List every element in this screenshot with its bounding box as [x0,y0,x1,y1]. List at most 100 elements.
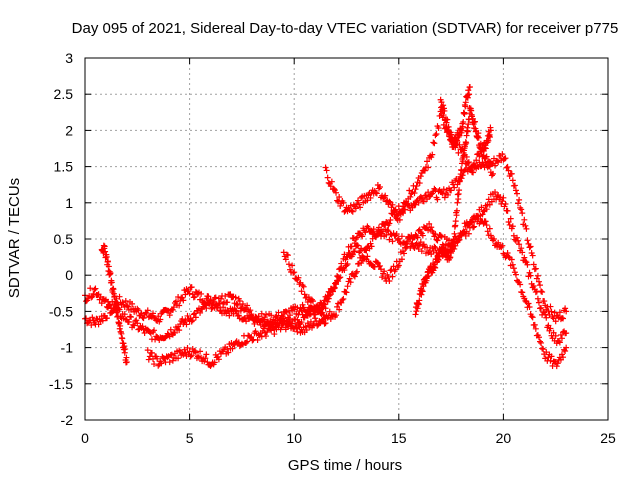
data-point [489,170,496,177]
data-point [329,288,336,295]
data-point [412,186,419,193]
data-point [472,163,479,170]
data-point [383,231,390,238]
data-point [420,283,427,290]
data-point [412,201,419,208]
data-point [308,296,315,303]
data-point [282,326,289,333]
data-point [539,288,546,295]
data-point [425,164,432,171]
data-point [381,268,388,275]
data-point [182,349,189,356]
data-point [364,197,371,204]
data-point [526,244,533,251]
data-point [359,252,366,259]
data-point [471,160,478,167]
data-point [522,297,529,304]
data-point [155,362,162,369]
data-point [224,307,231,314]
data-point [449,245,456,252]
y-tick-label: 3 [65,50,73,66]
data-point [397,211,404,218]
data-point [362,229,369,236]
axis-ticks: 0 5 10 15 20 25 -2 -1.5 -1 -0.5 0 0.5 1 1.5 2 2.5 3 [49,50,616,446]
data-point [148,349,155,356]
data-point [134,320,141,327]
grid-lines [85,58,608,420]
data-point [463,140,470,147]
data-point [294,304,301,311]
data-point [275,309,282,316]
data-point [464,128,471,135]
data-point [337,274,344,281]
data-point [131,322,138,329]
data-point [338,299,345,306]
data-point [194,353,201,360]
data-point [168,351,175,358]
data-point [91,286,98,293]
data-point [421,167,428,174]
data-point [492,189,499,196]
data-point [105,298,112,305]
data-point [404,201,411,208]
data-point [355,242,362,249]
data-point [416,180,423,187]
data-point [271,331,278,338]
data-point [532,325,539,332]
series-track-h [437,83,473,151]
data-point [516,196,523,203]
data-point [359,233,366,240]
data-point [532,265,539,272]
data-point [324,174,331,181]
data-point [181,346,188,353]
data-point [494,193,501,200]
data-point [502,155,509,162]
y-tick-label: 0.5 [54,231,74,247]
data-point [437,232,444,239]
data-point [356,201,363,208]
data-point [129,300,136,307]
data-point [291,306,298,313]
data-point [487,232,494,239]
data-point [135,307,142,314]
data-point [264,318,271,325]
data-point [321,320,328,327]
data-point [349,251,356,258]
data-point [182,317,189,324]
data-point [502,201,509,208]
data-point [326,292,333,299]
data-point [511,182,518,189]
data-point [167,326,174,333]
data-point [368,243,375,250]
data-point [325,179,332,186]
data-point [470,169,477,176]
data-point [430,139,437,146]
data-point [244,338,251,345]
data-point [262,333,269,340]
data-point [406,187,413,194]
data-point [324,298,331,305]
data-point [188,352,195,359]
data-point [425,249,432,256]
data-point [356,249,363,256]
data-point [547,325,554,332]
data-point [425,273,432,280]
data-point [225,349,232,356]
data-point [180,297,187,304]
data-point [111,293,118,300]
data-point [534,295,541,302]
data-point [539,345,546,352]
data-point [563,330,570,337]
data-point [411,190,418,197]
data-point [182,291,189,298]
data-point [453,207,460,214]
data-point [352,205,359,212]
data-point [302,294,309,301]
data-point [322,164,329,171]
data-point [418,194,425,201]
data-point [414,234,421,241]
data-point [238,304,245,311]
data-point [551,309,558,316]
data-point [280,249,287,256]
